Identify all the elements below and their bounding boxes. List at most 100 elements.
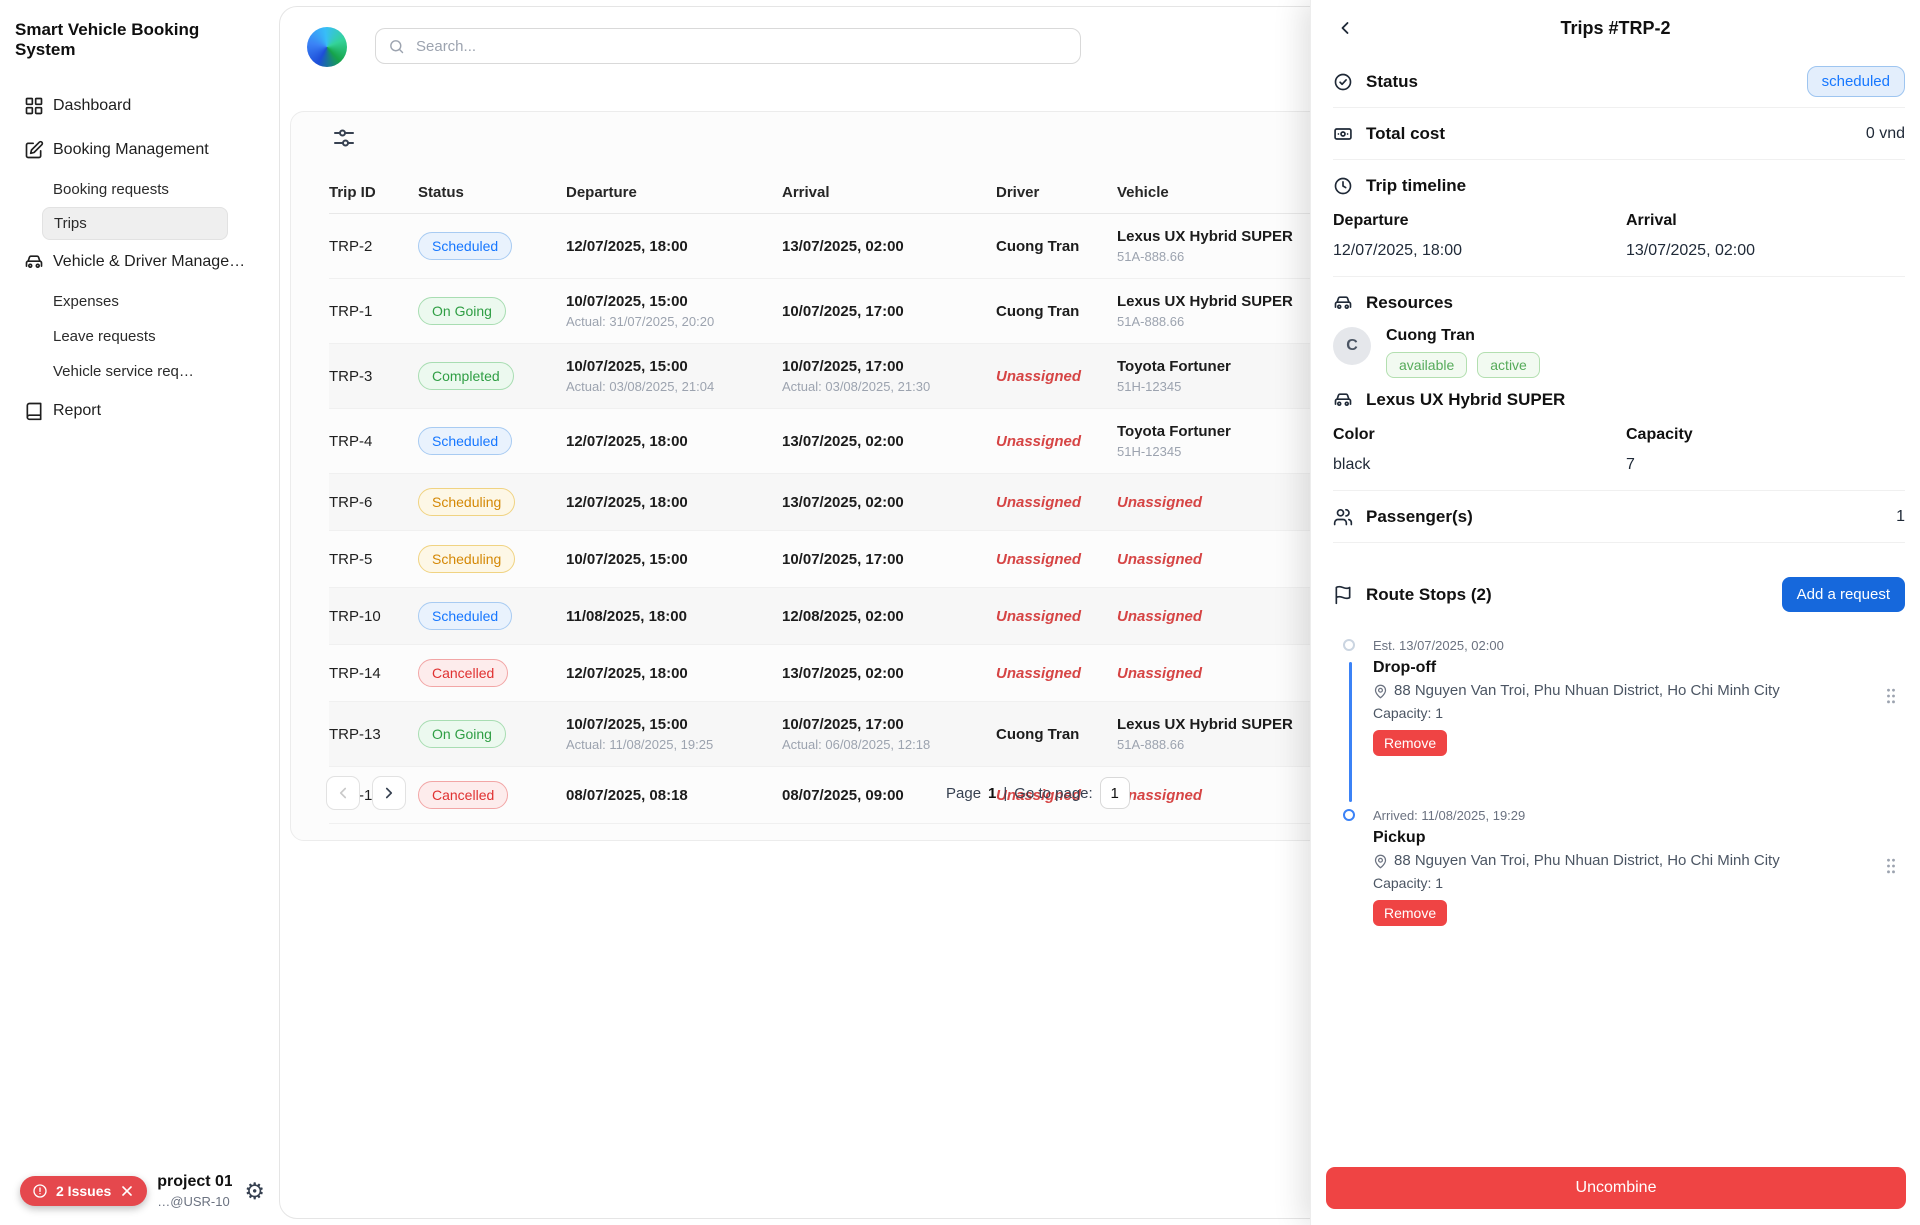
pagination-info: Page 1 | Go to page: bbox=[946, 776, 1130, 810]
search-icon bbox=[390, 39, 404, 53]
status-cell: Scheduled bbox=[418, 587, 566, 645]
current-page-number: 1 bbox=[988, 784, 997, 802]
passengers-row: Passenger(s) 1 bbox=[1333, 491, 1905, 543]
driver-cell: Unassigned bbox=[996, 766, 1117, 824]
driver-cell: Unassigned bbox=[996, 587, 1117, 645]
stop-address: 88 Nguyen Van Troi, Phu Nhuan District, … bbox=[1373, 852, 1905, 869]
departure-cell: 10/07/2025, 15:00 bbox=[566, 530, 782, 588]
search-input[interactable] bbox=[414, 36, 1068, 56]
alert-icon bbox=[33, 1184, 47, 1198]
vehicle-capacity: 7 bbox=[1626, 456, 1635, 473]
issues-badge[interactable]: 2 Issues bbox=[20, 1176, 148, 1206]
trip-detail-drawer: Trips #TRP-2 Status scheduled Total cost… bbox=[1310, 0, 1920, 1225]
remove-stop-button[interactable]: Remove bbox=[1373, 730, 1448, 756]
pagination-prev-button[interactable] bbox=[326, 776, 360, 810]
status-badge: Scheduling bbox=[418, 488, 516, 516]
sidebar: Smart Vehicle Booking System Dashboard B… bbox=[0, 0, 279, 1225]
route-stops-list: Est. 13/07/2025, 02:00 Drop-off 88 Nguye… bbox=[1333, 638, 1905, 926]
total-cost-value: 0 vnd bbox=[1865, 124, 1905, 142]
back-button[interactable] bbox=[1331, 14, 1359, 42]
users-icon bbox=[1333, 508, 1353, 525]
sidebar-item-booking-management[interactable]: Booking Management bbox=[0, 128, 279, 172]
sidebar-item-report[interactable]: Report bbox=[0, 389, 279, 433]
driver-resource: C Cuong Tran available active bbox=[1333, 327, 1905, 378]
pagination-next-button[interactable] bbox=[372, 776, 406, 810]
drag-handle-icon[interactable] bbox=[1881, 686, 1901, 706]
arrival-cell: 10/07/2025, 17:00 bbox=[782, 530, 996, 588]
sidebar-item-label: Dashboard bbox=[53, 97, 132, 114]
vehicle-resource: Lexus UX Hybrid SUPER bbox=[1333, 390, 1905, 410]
goto-page-input[interactable] bbox=[1099, 777, 1130, 809]
trip-id-cell: TRP-1 bbox=[329, 278, 418, 344]
total-cost-row: Total cost 0 vnd bbox=[1333, 108, 1905, 160]
arrival-cell: 08/07/2025, 09:00 bbox=[782, 766, 996, 824]
departure-cell: 10/07/2025, 15:00 Actual: 31/07/2025, 20… bbox=[566, 278, 782, 344]
drawer-header: Trips #TRP-2 bbox=[1311, 0, 1920, 56]
status-badge: Scheduled bbox=[418, 427, 513, 455]
status-badge: On Going bbox=[418, 297, 506, 325]
trip-id-cell: TRP-14 bbox=[329, 644, 418, 702]
stop-time: Est. 13/07/2025, 02:00 bbox=[1373, 638, 1504, 653]
car-icon bbox=[25, 255, 43, 269]
arrival-cell: 13/07/2025, 02:00 bbox=[782, 473, 996, 531]
close-icon[interactable] bbox=[119, 1183, 135, 1199]
add-request-button[interactable]: Add a request bbox=[1781, 577, 1905, 612]
sidebar-item-vehicle-service-requests[interactable]: Vehicle service req… bbox=[53, 363, 194, 380]
route-stop: Est. 13/07/2025, 02:00 Drop-off 88 Nguye… bbox=[1333, 638, 1905, 802]
table-filter-icon[interactable] bbox=[332, 126, 358, 152]
sidebar-item-dashboard[interactable]: Dashboard bbox=[0, 84, 279, 128]
driver-cell: Unassigned bbox=[996, 530, 1117, 588]
status-badge: Scheduled bbox=[418, 602, 513, 630]
departure-cell: 10/07/2025, 15:00 Actual: 11/08/2025, 19… bbox=[566, 701, 782, 767]
status-badge: Cancelled bbox=[418, 781, 509, 809]
arrival-cell: 10/07/2025, 17:00 Actual: 06/08/2025, 12… bbox=[782, 701, 996, 767]
column-header-arrival: Arrival bbox=[782, 172, 996, 214]
sidebar-item-booking-requests[interactable]: Booking requests bbox=[53, 181, 169, 198]
status-row: Status scheduled bbox=[1333, 56, 1905, 108]
driver-cell: Cuong Tran bbox=[996, 278, 1117, 344]
remove-stop-button[interactable]: Remove bbox=[1373, 900, 1448, 926]
project-info: project 01 …@USR-10 bbox=[157, 1173, 232, 1209]
arrival-cell: 13/07/2025, 02:00 bbox=[782, 213, 996, 279]
car-icon bbox=[1334, 393, 1352, 407]
column-header-trip-id: Trip ID bbox=[329, 172, 418, 214]
sidebar-item-label: Booking Management bbox=[53, 141, 209, 158]
chevron-left-icon bbox=[1341, 22, 1349, 34]
sidebar-item-trips[interactable]: Trips bbox=[42, 207, 228, 240]
app-title: Smart Vehicle Booking System bbox=[15, 20, 200, 59]
clock-icon bbox=[1334, 177, 1352, 195]
status-badge: Completed bbox=[418, 362, 514, 390]
departure-cell: 12/07/2025, 18:00 bbox=[566, 408, 782, 474]
departure-cell: 10/07/2025, 15:00 Actual: 03/08/2025, 21… bbox=[566, 343, 782, 409]
driver-cell: Unassigned bbox=[996, 473, 1117, 531]
sidebar-item-vehicle-driver-management[interactable]: Vehicle & Driver Manage… bbox=[0, 240, 279, 284]
user-id: …@USR-10 bbox=[157, 1194, 230, 1209]
vehicle-name: Lexus UX Hybrid SUPER bbox=[1366, 390, 1566, 409]
departure-cell: 08/07/2025, 08:18 bbox=[566, 766, 782, 824]
sidebar-item-leave-requests[interactable]: Leave requests bbox=[53, 328, 156, 345]
settings-gear-icon[interactable]: ⚙ bbox=[244, 1177, 265, 1204]
trip-id-cell: TRP-2 bbox=[329, 213, 418, 279]
status-cell: Scheduled bbox=[418, 408, 566, 474]
chevron-right-icon bbox=[385, 787, 393, 799]
arrival-cell: 10/07/2025, 17:00 bbox=[782, 278, 996, 344]
stop-marker-icon bbox=[1343, 809, 1355, 821]
sidebar-nav: Dashboard Booking Management Booking req… bbox=[0, 84, 279, 433]
trip-id-cell: TRP-10 bbox=[329, 587, 418, 645]
status-cell: Cancelled bbox=[418, 766, 566, 824]
driver-cell: Cuong Tran bbox=[996, 213, 1117, 279]
sidebar-footer: 2 Issues project 01 …@USR-10 ⚙ bbox=[0, 1173, 279, 1209]
status-cell: Completed bbox=[418, 343, 566, 409]
sidebar-item-label: Vehicle & Driver Manage… bbox=[53, 253, 246, 270]
drag-handle-icon[interactable] bbox=[1881, 856, 1901, 876]
stop-connector-line bbox=[1349, 662, 1352, 802]
check-circle-icon bbox=[1334, 73, 1352, 90]
stop-marker-icon bbox=[1343, 639, 1355, 651]
sidebar-item-expenses[interactable]: Expenses bbox=[53, 293, 119, 310]
stop-capacity: Capacity: 1 bbox=[1373, 705, 1444, 721]
arrival-cell: 13/07/2025, 02:00 bbox=[782, 644, 996, 702]
status-badge: Cancelled bbox=[418, 659, 509, 687]
uncombine-button[interactable]: Uncombine bbox=[1326, 1167, 1906, 1209]
passenger-count: 1 bbox=[1896, 507, 1905, 525]
status-badge: scheduled bbox=[1806, 66, 1905, 97]
